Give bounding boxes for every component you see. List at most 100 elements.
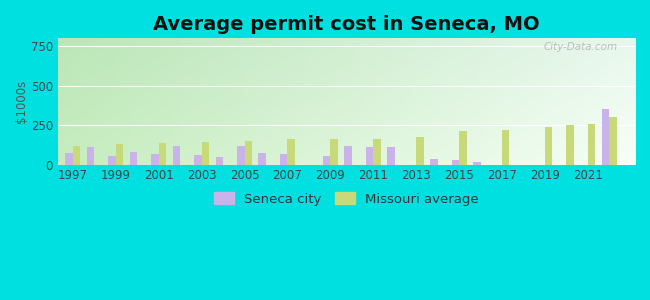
Bar <box>174 38 179 165</box>
Bar <box>237 38 242 165</box>
Bar <box>122 38 127 165</box>
Bar <box>560 38 566 165</box>
Bar <box>508 38 514 165</box>
Bar <box>404 38 410 165</box>
Legend: Seneca city, Missouri average: Seneca city, Missouri average <box>209 187 484 211</box>
Bar <box>159 143 166 165</box>
Bar <box>364 38 370 165</box>
Bar <box>280 154 287 165</box>
Bar <box>116 38 122 165</box>
Bar <box>98 38 104 165</box>
Bar <box>81 38 86 165</box>
Bar <box>162 38 168 165</box>
Bar <box>445 38 450 165</box>
Bar <box>344 146 352 165</box>
Bar <box>194 155 202 165</box>
Bar <box>623 38 629 165</box>
Bar <box>519 38 525 165</box>
Bar <box>370 38 375 165</box>
Bar <box>427 38 433 165</box>
Bar <box>237 146 244 165</box>
Text: City-Data.com: City-Data.com <box>543 42 618 52</box>
Bar <box>196 38 202 165</box>
Bar <box>133 38 138 165</box>
Bar <box>450 38 456 165</box>
Bar <box>156 38 162 165</box>
Bar <box>260 38 266 165</box>
Bar <box>64 38 70 165</box>
Bar <box>168 38 174 165</box>
Bar <box>329 38 335 165</box>
Bar <box>381 38 387 165</box>
Bar <box>629 38 635 165</box>
Bar <box>346 38 352 165</box>
Bar <box>87 147 94 165</box>
Bar <box>190 38 196 165</box>
Bar <box>601 38 606 165</box>
Bar <box>248 38 254 165</box>
Bar <box>485 38 491 165</box>
Bar <box>467 38 473 165</box>
Bar <box>566 125 574 165</box>
Bar <box>330 139 338 165</box>
Bar <box>433 38 439 165</box>
Bar <box>566 38 571 165</box>
Bar <box>66 153 73 165</box>
Bar <box>138 38 144 165</box>
Bar <box>525 38 531 165</box>
Bar <box>150 38 156 165</box>
Bar <box>398 38 404 165</box>
Bar <box>341 38 346 165</box>
Bar <box>387 38 393 165</box>
Bar <box>352 38 358 165</box>
Bar <box>173 146 180 165</box>
Bar <box>220 38 226 165</box>
Bar <box>283 38 289 165</box>
Bar <box>602 109 609 165</box>
Bar <box>242 38 248 165</box>
Bar <box>185 38 190 165</box>
Bar <box>439 38 445 165</box>
Bar <box>588 124 595 165</box>
Bar <box>416 38 421 165</box>
Bar <box>144 38 150 165</box>
Bar <box>259 153 266 165</box>
Bar <box>502 130 510 165</box>
Bar <box>58 38 64 165</box>
Bar <box>479 38 485 165</box>
Bar <box>104 38 110 165</box>
Bar <box>491 38 497 165</box>
Bar <box>452 160 459 165</box>
Bar <box>595 38 601 165</box>
Bar <box>358 38 364 165</box>
Bar <box>254 38 260 165</box>
Bar <box>214 38 220 165</box>
Bar <box>86 38 92 165</box>
Title: Average permit cost in Seneca, MO: Average permit cost in Seneca, MO <box>153 15 540 34</box>
Bar <box>497 38 502 165</box>
Bar <box>456 38 462 165</box>
Bar <box>300 38 306 165</box>
Bar <box>571 38 577 165</box>
Bar <box>430 159 437 165</box>
Bar <box>543 38 549 165</box>
Bar <box>277 38 283 165</box>
Bar <box>531 38 537 165</box>
Bar <box>335 38 341 165</box>
Bar <box>318 38 323 165</box>
Bar <box>387 147 395 165</box>
Bar <box>151 154 159 165</box>
Bar <box>127 38 133 165</box>
Bar <box>410 38 416 165</box>
Bar <box>179 38 185 165</box>
Bar <box>202 142 209 165</box>
Bar <box>244 141 252 165</box>
Bar <box>514 38 519 165</box>
Bar <box>606 38 612 165</box>
Bar <box>226 38 231 165</box>
Bar <box>306 38 312 165</box>
Bar <box>502 38 508 165</box>
Bar <box>366 147 373 165</box>
Bar <box>312 38 318 165</box>
Bar <box>609 117 617 165</box>
